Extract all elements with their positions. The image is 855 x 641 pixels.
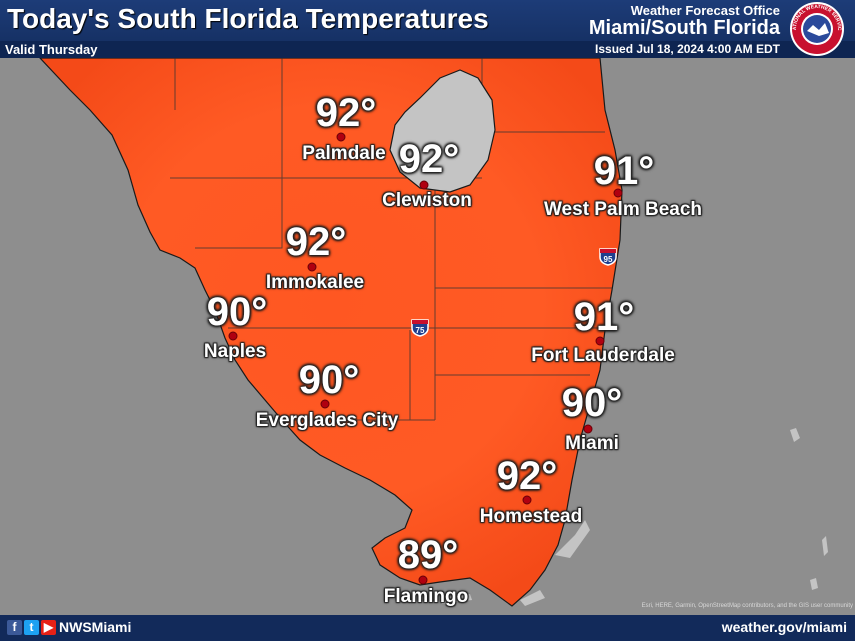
interstate-95-label: 95 [604,255,613,264]
city-dot-immokalee [307,262,317,272]
temp-miami: 90° [561,381,623,425]
city-dot-west-palm-beach [613,188,623,198]
header-bar [0,0,855,41]
interstate-75-label: 75 [416,326,425,335]
city-dot-flamingo [418,575,428,585]
temp-clewiston: 92° [398,137,460,181]
city-label-homestead: Homestead [479,506,583,527]
map-attribution: Esri, HERE, Garmin, OpenStreetMap contri… [641,603,853,609]
city-label-miami: Miami [565,433,619,454]
city-label-naples: Naples [203,341,267,362]
facebook-icon[interactable]: f [7,620,22,635]
temp-immokalee: 92° [285,220,347,264]
social-icons: f t ▶ [7,620,56,635]
city-dot-fort-lauderdale [595,336,605,346]
youtube-icon[interactable]: ▶ [41,620,56,635]
city-dot-miami [583,424,593,434]
city-dot-palmdale [336,132,346,142]
temp-naples: 90° [206,290,268,334]
city-label-immokalee: Immokalee [265,272,365,293]
city-label-flamingo: Flamingo [383,586,469,607]
interstate-75-shield-icon: 75 [411,318,429,337]
temp-west-palm-beach: 91° [593,149,655,193]
city-label-everglades-city: Everglades City [255,410,399,431]
city-dot-naples [228,331,238,341]
footer-bar [0,615,855,641]
city-dot-clewiston [419,180,429,190]
city-dot-everglades-city [320,399,330,409]
land-temperature-fill [39,58,623,607]
city-label-clewiston: Clewiston [382,190,472,211]
office-label: Weather Forecast Office [630,3,780,18]
lake-okeechobee [389,69,496,193]
subheader-bar [0,41,855,58]
twitter-icon[interactable]: t [24,620,39,635]
nws-logo: NATIONAL WEATHER SERVICE [789,1,844,56]
valid-day: Valid Thursday [5,42,98,57]
social-handle: NWSMiami [59,619,132,635]
issued-time: Issued Jul 18, 2024 4:00 AM EDT [595,42,780,56]
temp-palmdale: 92° [315,91,377,135]
page-title: Today's South Florida Temperatures [7,3,489,34]
florida-keys [440,520,590,606]
interstate-95-shield-icon: 95 [599,247,617,266]
temp-everglades-city: 90° [298,358,360,402]
website-link[interactable]: weather.gov/miami [721,619,847,635]
temp-fort-lauderdale: 91° [573,295,635,339]
city-dot-homestead [522,495,532,505]
city-label-palmdale: Palmdale [302,143,386,164]
temp-flamingo: 89° [397,533,459,577]
office-name: Miami/South Florida [588,17,780,39]
city-label-west-palm-beach: West Palm Beach [543,199,703,220]
city-label-fort-lauderdale: Fort Lauderdale [531,345,675,366]
south-florida-map [0,58,855,615]
temp-homestead: 92° [496,454,558,498]
